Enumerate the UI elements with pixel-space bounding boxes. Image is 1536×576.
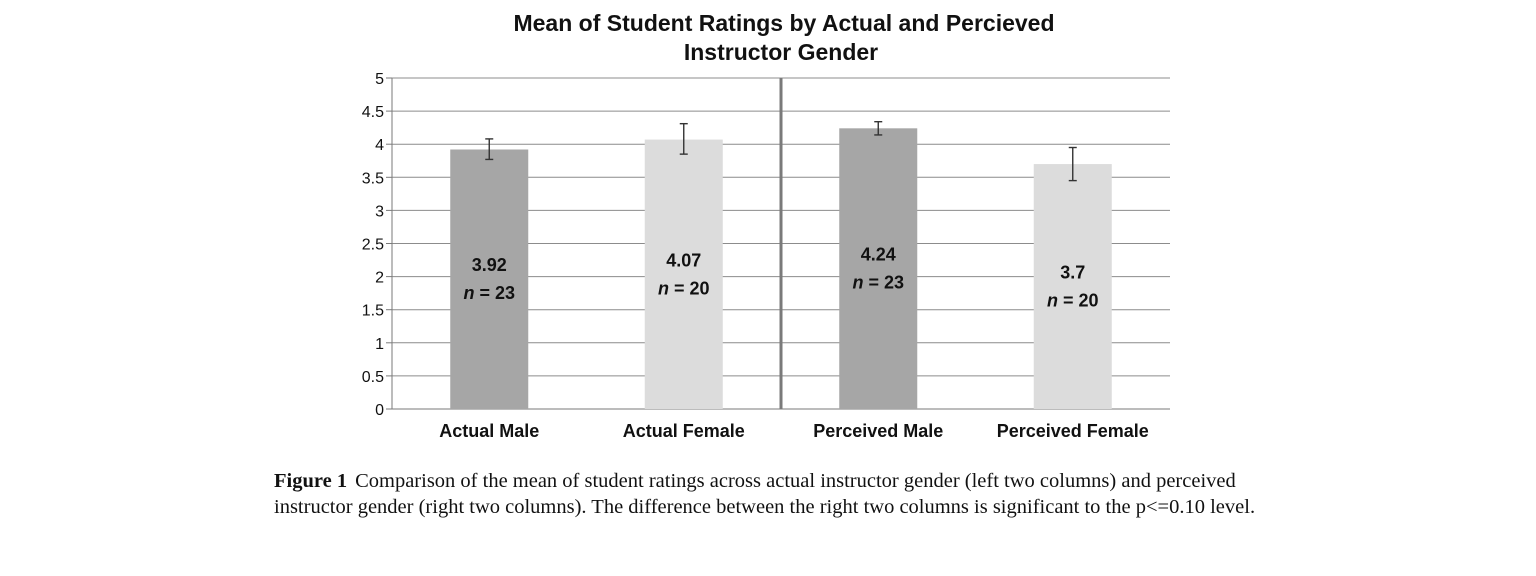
y-axis-ticks: 0 0.5 1 1.5 2 2.5 3 3.5 4 4.5 5 (362, 71, 392, 419)
bar-chart: Mean of Student Ratings by Actual and Pe… (362, 10, 1170, 441)
n-label: n = 23 (463, 283, 515, 303)
n-label: n = 23 (852, 273, 904, 293)
bar-labels: 3.92 n = 23 4.07 n = 20 4.24 n = 23 3.7 n = 20 (463, 245, 1098, 311)
value-label: 4.07 (666, 250, 701, 270)
bar (1033, 164, 1112, 409)
value-label: 3.92 (472, 255, 507, 275)
chart-title-line-2: Instructor Gender (684, 39, 878, 65)
bar (450, 149, 529, 409)
y-tick-label: 4 (375, 137, 384, 154)
n-label: n = 20 (658, 278, 710, 298)
y-tick-label: 3 (375, 203, 384, 220)
y-tick-label: 5 (375, 71, 384, 88)
value-label: 3.7 (1060, 263, 1085, 283)
bars (450, 128, 1112, 410)
n-label: n = 20 (1047, 291, 1099, 311)
y-tick-label: 1.5 (362, 303, 384, 320)
category-label: Perceived Female (997, 421, 1149, 441)
figure-label: Figure 1 (274, 470, 348, 492)
error-bars (485, 120, 1077, 182)
y-tick-label: 2.5 (362, 237, 384, 254)
bar (839, 128, 918, 409)
caption-text: Comparison of the mean of student rating… (274, 470, 1256, 518)
y-tick-label: 0.5 (362, 369, 384, 386)
bar (644, 139, 723, 410)
figure-caption: Figure 1 Comparison of the mean of studen… (274, 468, 1274, 520)
chart-title-line-1: Mean of Student Ratings by Actual and Pe… (513, 10, 1054, 36)
y-tick-label: 1 (375, 336, 384, 353)
y-tick-label: 0 (375, 402, 384, 419)
y-tick-label: 2 (375, 270, 384, 287)
category-label: Perceived Male (813, 421, 943, 441)
category-label: Actual Male (439, 421, 539, 441)
category-label: Actual Female (623, 421, 745, 441)
y-tick-label: 3.5 (362, 170, 384, 187)
value-label: 4.24 (861, 245, 896, 265)
y-tick-label: 4.5 (362, 104, 384, 121)
x-axis-categories: Actual Male Actual Female Perceived Male Pe… (439, 421, 1149, 441)
